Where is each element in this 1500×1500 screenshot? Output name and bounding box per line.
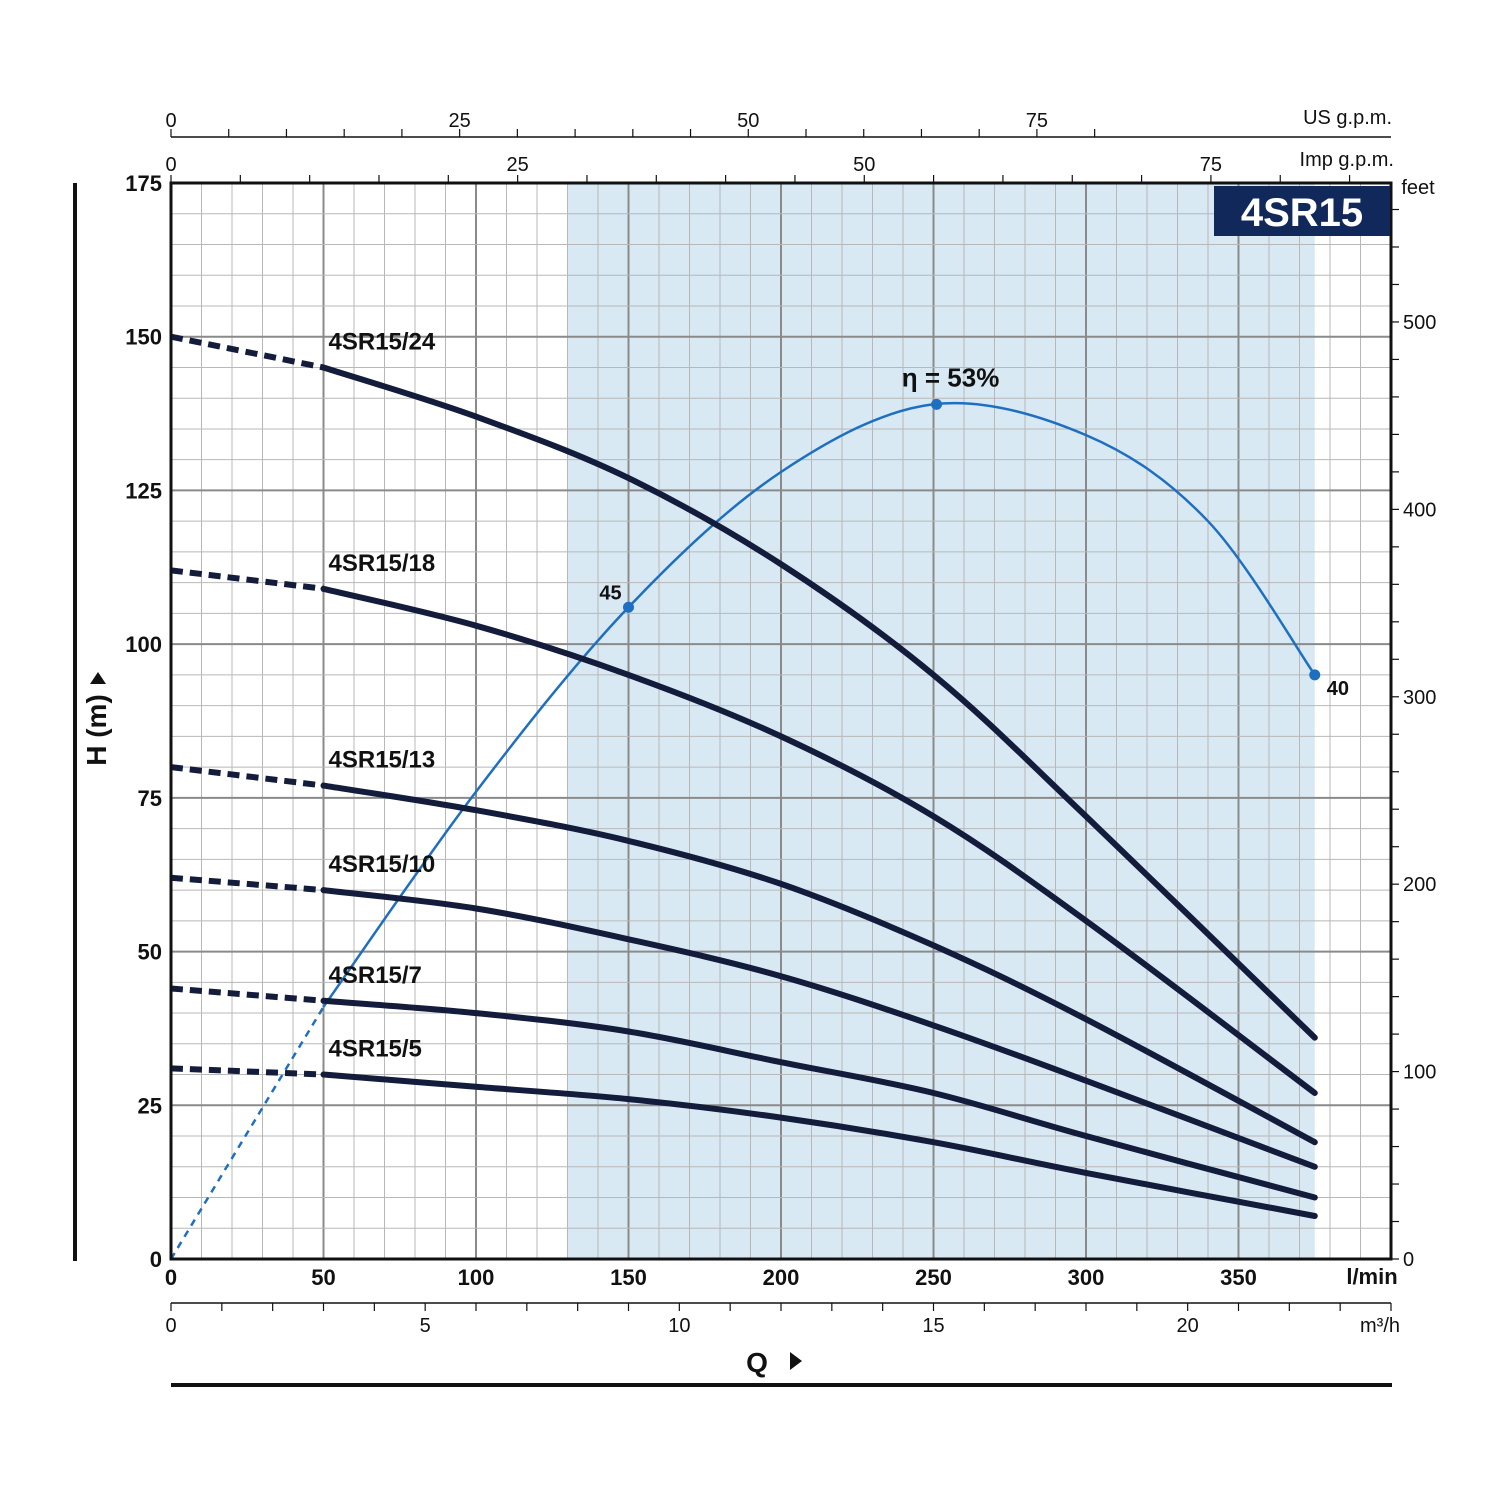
labels: 45 η = 53% 40 4SR15/24 4SR15/18 4SR15/13 4SR15… <box>329 328 1350 1062</box>
series-label: 4SR15/5 <box>329 1036 422 1063</box>
feet-tick-label: 100 <box>1403 1062 1436 1084</box>
series-label: 4SR15/13 <box>329 747 436 774</box>
x-tick-label: 250 <box>915 1265 952 1290</box>
x-axis-unit: l/min <box>1346 1264 1397 1289</box>
plot-frame <box>169 181 1393 1261</box>
model-badge: 4SR15 <box>1214 186 1390 236</box>
head-curve <box>320 887 1318 1170</box>
x-tick-label: 300 <box>1068 1265 1105 1290</box>
head-curve <box>320 1071 1318 1219</box>
us-gpm-tick-label: 25 <box>449 110 471 132</box>
y-tick-label: 50 <box>138 940 162 965</box>
us-gpm-tick-label: 75 <box>1026 110 1048 132</box>
efficiency-point <box>931 398 943 410</box>
imp-gpm-tick-label: 25 <box>507 154 529 176</box>
efficiency-label: 40 <box>1327 678 1349 700</box>
x-tick-label: 50 <box>311 1265 335 1290</box>
y-tick-label: 0 <box>150 1247 162 1272</box>
x-tick-label: 0 <box>165 1265 177 1290</box>
x-tick-label: 150 <box>610 1265 647 1290</box>
efficiency-peak-label: η = 53% <box>902 362 1000 392</box>
m3h-unit: m³/h <box>1360 1315 1400 1337</box>
head-curve-dashed <box>170 567 324 592</box>
efficiency-point <box>1309 669 1321 681</box>
imp-gpm-tick-label: 50 <box>853 154 875 176</box>
head-curve <box>320 997 1318 1201</box>
head-curve-dashed <box>170 874 324 894</box>
feet-tick-label: 400 <box>1403 499 1436 521</box>
head-curve-dashed <box>170 764 324 789</box>
y-axis-title: H (m) <box>81 694 112 766</box>
y-tick-label: 150 <box>125 325 162 350</box>
m3h-tick-label: 5 <box>420 1315 431 1337</box>
y-tick-label: 100 <box>125 632 162 657</box>
head-curve-dashed <box>170 1065 324 1078</box>
y-tick-label: 25 <box>138 1093 162 1118</box>
recommended-range-band <box>567 183 1315 1259</box>
feet-tick-label: 200 <box>1403 874 1436 896</box>
chart-title: 4SR15 <box>1241 191 1363 235</box>
imp-gpm-unit: Imp g.p.m. <box>1300 149 1394 171</box>
head-curve <box>320 585 1318 1096</box>
efficiency-curve-solid <box>322 401 1316 1008</box>
series-label: 4SR15/18 <box>329 550 436 577</box>
head-curve-dashed <box>170 333 325 371</box>
recommended-range-area <box>567 183 1315 1259</box>
m3h-tick-label: 20 <box>1177 1315 1199 1337</box>
efficiency-curve-dashed <box>169 1006 325 1260</box>
us-gpm-tick-label: 50 <box>737 110 759 132</box>
y-tick-label: 125 <box>125 478 162 503</box>
series-label: 4SR15/24 <box>329 328 436 355</box>
m3h-tick-label: 10 <box>668 1315 690 1337</box>
m3h-tick-label: 0 <box>165 1315 176 1337</box>
x-axis-title: Q <box>746 1347 768 1378</box>
y-tick-label: 75 <box>138 786 162 811</box>
head-curves <box>170 333 1318 1219</box>
head-curve-dashed <box>170 985 324 1004</box>
grid <box>170 182 1392 1260</box>
x-tick-label: 100 <box>458 1265 495 1290</box>
efficiency-curve <box>169 398 1321 1260</box>
feet-tick-label: 0 <box>1403 1249 1414 1271</box>
x-tick-label: 350 <box>1220 1265 1257 1290</box>
us-gpm-unit: US g.p.m. <box>1303 107 1392 129</box>
feet-tick-label: 500 <box>1403 312 1436 334</box>
feet-tick-label: 300 <box>1403 687 1436 709</box>
series-label: 4SR15/10 <box>329 851 436 878</box>
right-axis-unit: feet <box>1401 177 1435 199</box>
efficiency-label: 45 <box>599 582 621 604</box>
m3h-tick-label: 15 <box>922 1315 944 1337</box>
head-curve <box>320 364 1318 1041</box>
y-tick-label: 175 <box>125 171 162 196</box>
x-tick-label: 200 <box>763 1265 800 1290</box>
imp-gpm-tick-label: 0 <box>165 154 176 176</box>
y-axis-arrow-icon <box>90 672 106 684</box>
head-curve <box>320 782 1318 1146</box>
imp-gpm-tick-label: 75 <box>1200 154 1222 176</box>
us-gpm-tick-label: 0 <box>165 110 176 132</box>
x-axis-arrow-icon <box>790 1352 802 1370</box>
efficiency-point <box>623 601 634 613</box>
series-label: 4SR15/7 <box>329 962 422 989</box>
